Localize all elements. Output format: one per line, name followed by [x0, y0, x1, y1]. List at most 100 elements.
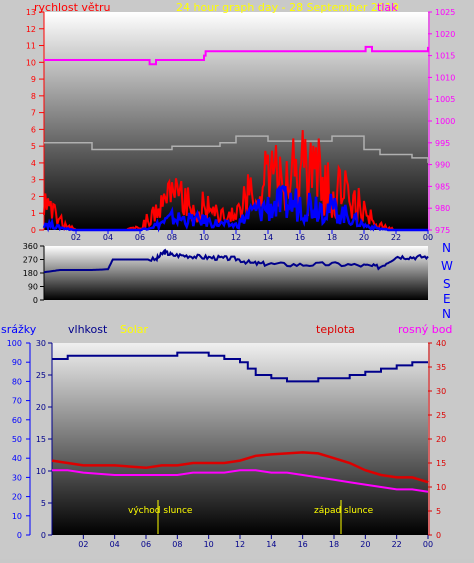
x-axis-tick-label: 16 [295, 233, 305, 242]
x-axis-tick-label: 16 [298, 540, 308, 549]
grey-line [44, 135, 429, 163]
direction-axis-tick-label: 180 [23, 269, 38, 278]
x-axis-tick-label: 04 [110, 540, 120, 549]
rain-axis-tick-label: 10 [12, 512, 22, 521]
x-axis-tick-label: 20 [360, 540, 370, 549]
direction-axis-tick-label: 360 [23, 242, 38, 251]
humidity-label: vlhkost [68, 323, 108, 336]
temperature-axis-tick-label: 25 [436, 411, 446, 420]
direction-axis-tick-label: 270 [23, 256, 38, 265]
right-axis-tick-label: 1010 [435, 73, 455, 82]
left-axis-tick-label: 13 [26, 8, 36, 17]
x-axis-tick-label: 08 [172, 540, 182, 549]
temperature-axis-tick-label: 20 [436, 435, 446, 444]
temperature-line [51, 451, 429, 484]
compass-letter: N [442, 307, 451, 321]
rain-axis-tick-label: 70 [12, 397, 22, 406]
compass-labels: N W S E N [441, 241, 453, 321]
x-axis-tick-label: 02 [71, 233, 81, 242]
compass-letter: E [443, 292, 451, 306]
humidity-axis-tick-label: 30 [36, 339, 46, 348]
rain-axis-tick-label: 80 [12, 377, 22, 386]
top-chart-background [44, 12, 428, 230]
right-axis-tick-label: 1025 [435, 8, 455, 17]
x-axis-tick-label: 00 [423, 540, 433, 549]
direction-axis-tick-label: 0 [33, 296, 38, 305]
right-axis-tick-label: 990 [435, 161, 450, 170]
right-axis-tick-label: 995 [435, 139, 450, 148]
rain-axis-tick-label: 40 [12, 454, 22, 463]
x-axis-tick-label: 18 [327, 233, 337, 242]
left-axis-tick-label: 5 [31, 142, 36, 151]
right-axis-tick-label: 1015 [435, 52, 455, 61]
rain-axis-tick-label: 90 [12, 358, 22, 367]
left-axis-tick-label: 6 [31, 125, 36, 134]
x-axis-tick-label: 14 [266, 540, 276, 549]
left-axis-tick-label: 3 [31, 176, 36, 185]
left-axis-tick-label: 2 [31, 192, 36, 201]
wind-line [42, 184, 428, 233]
left-axis-tick-label: 9 [31, 75, 36, 84]
x-axis-tick-label: 20 [359, 233, 369, 242]
chart-marks: 0123456789101112139759809859909951000100… [7, 8, 456, 549]
x-axis-tick-label: 06 [141, 540, 151, 549]
right-axis-tick-label: 975 [435, 226, 450, 235]
x-axis-tick-label: 12 [231, 233, 241, 242]
humidity-axis-tick-label: 5 [41, 499, 46, 508]
left-axis-tick-label: 7 [31, 109, 36, 118]
x-axis-tick-label: 12 [235, 540, 245, 549]
x-axis-tick-label: 06 [135, 233, 145, 242]
wind-speed-label: rychlost větru [34, 1, 110, 14]
temperature-label: teplota [316, 323, 355, 336]
x-axis-tick-label: 22 [391, 233, 401, 242]
rain-axis-tick-label: 60 [12, 416, 22, 425]
x-axis-tick-label: 10 [199, 233, 209, 242]
rain-label: srážky [1, 323, 37, 336]
temperature-axis-tick-label: 35 [436, 363, 446, 372]
x-axis-tick-label: 22 [392, 540, 402, 549]
humidity-axis-tick-label: 10 [36, 467, 46, 476]
pressure-label: tlak [377, 1, 398, 14]
x-axis-tick-label: 18 [329, 540, 339, 549]
left-axis-tick-label: 11 [26, 42, 36, 51]
humidity-axis-tick-label: 0 [41, 531, 46, 540]
left-axis-tick-label: 8 [31, 92, 36, 101]
left-axis-tick-label: 12 [26, 25, 36, 34]
humidity-line [52, 351, 428, 383]
dewpoint-label: rosný bod [398, 323, 452, 336]
right-axis-tick-label: 1000 [435, 117, 455, 126]
right-axis-tick-label: 985 [435, 182, 450, 191]
rain-axis-tick-label: 30 [12, 473, 22, 482]
wind-direction-line [43, 248, 429, 274]
x-axis-tick-label: 02 [78, 540, 88, 549]
chart-title: 24 hour graph day - 28 September 2019 [176, 1, 399, 14]
rain-axis-tick-label: 20 [12, 493, 22, 502]
rain-axis-tick-label: 50 [12, 435, 22, 444]
solar-label: Solar [120, 323, 149, 336]
direction-axis-tick-label: 90 [28, 283, 38, 292]
middle-chart-background [44, 246, 428, 300]
left-axis-tick-label: 10 [26, 58, 36, 67]
humidity-axis-tick-label: 15 [36, 435, 46, 444]
humidity-axis-tick-label: 25 [36, 371, 46, 380]
x-axis-tick-label: 08 [167, 233, 177, 242]
x-axis-tick-label: 10 [204, 540, 214, 549]
compass-letter: N [442, 241, 451, 255]
pressure-line [44, 45, 429, 66]
dewpoint-line [52, 469, 429, 493]
humidity-axis-tick-label: 20 [36, 403, 46, 412]
temperature-axis-tick-label: 30 [436, 387, 446, 396]
sunrise-annotation: východ slunce [128, 506, 193, 516]
compass-letter: S [443, 277, 451, 291]
right-axis-tick-label: 980 [435, 204, 450, 213]
left-axis-tick-label: 0 [31, 226, 36, 235]
sunset-annotation: západ slunce [314, 506, 374, 516]
temperature-axis-tick-label: 0 [436, 531, 441, 540]
left-axis-tick-label: 4 [31, 159, 36, 168]
x-axis-tick-label: 14 [263, 233, 273, 242]
left-axis-tick-label: 1 [31, 209, 36, 218]
temperature-axis-tick-label: 15 [436, 459, 446, 468]
rain-axis-tick-label: 0 [17, 531, 22, 540]
compass-letter: W [441, 259, 453, 273]
